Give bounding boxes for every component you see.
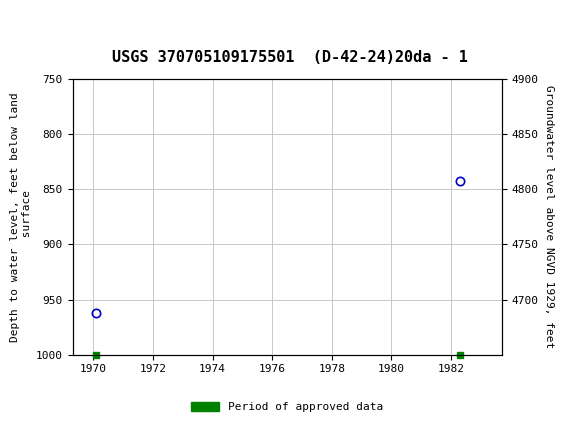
Legend: Period of approved data: Period of approved data	[187, 397, 387, 417]
Text: USGS 370705109175501  (D-42-24)20da - 1: USGS 370705109175501 (D-42-24)20da - 1	[112, 50, 468, 65]
Y-axis label: Groundwater level above NGVD 1929, feet: Groundwater level above NGVD 1929, feet	[544, 85, 554, 348]
Text: USGS: USGS	[26, 11, 81, 29]
Y-axis label: Depth to water level, feet below land
 surface: Depth to water level, feet below land su…	[10, 92, 32, 341]
